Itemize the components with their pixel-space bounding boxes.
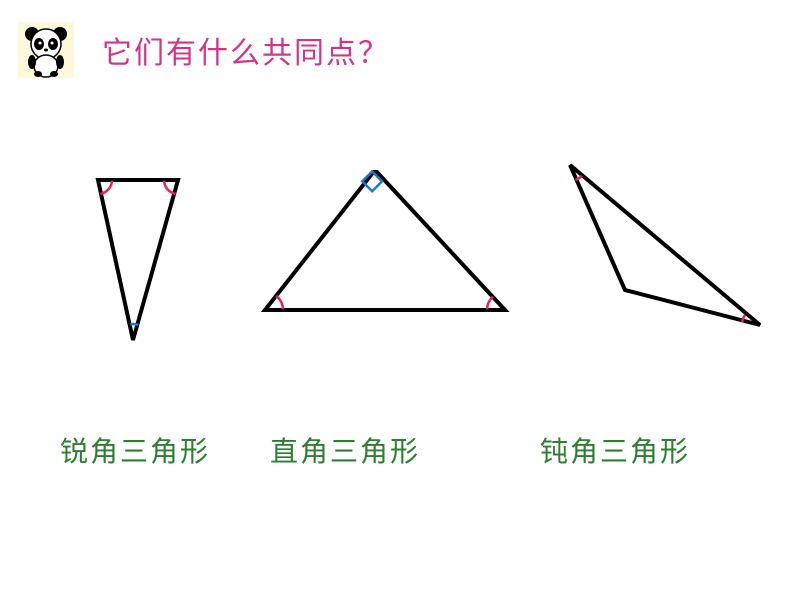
obtuse-label: 钝角三角形 bbox=[540, 430, 690, 470]
right-label: 直角三角形 bbox=[270, 430, 420, 470]
acute-triangle bbox=[78, 170, 198, 360]
question-text: 它们有什么共同点？ bbox=[102, 28, 390, 72]
obtuse-triangle bbox=[530, 160, 780, 350]
acute-label: 锐角三角形 bbox=[60, 430, 210, 470]
right-triangle bbox=[255, 170, 520, 330]
panda-icon bbox=[18, 22, 74, 78]
triangles-row bbox=[0, 170, 794, 380]
